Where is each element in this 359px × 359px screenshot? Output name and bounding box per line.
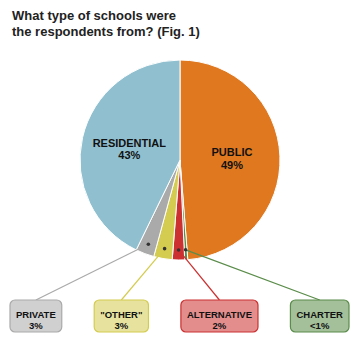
callout: PRIVATE3%	[10, 242, 150, 332]
label-name: ALTERNATIVE	[187, 309, 252, 320]
callout-leader	[179, 250, 220, 300]
label-name: CHARTER	[296, 309, 343, 320]
callout-dot	[147, 242, 151, 246]
slice	[180, 60, 280, 260]
callout-box	[10, 300, 62, 332]
label-value: 43%	[118, 149, 140, 161]
title-line: the respondents from? (Fig. 1)	[12, 24, 200, 39]
title: What type of schools werethe respondents…	[12, 8, 200, 39]
callout-dot	[177, 248, 181, 252]
chart: What type of schools werethe respondents…	[0, 0, 359, 359]
label-name: RESIDENTIAL	[93, 137, 167, 149]
callout-dot	[163, 247, 167, 251]
callout: ALTERNATIVE2%	[177, 248, 258, 332]
label-value: 3%	[29, 320, 43, 331]
data-label: CHARTER<1%	[296, 309, 343, 331]
labels: PUBLIC49%RESIDENTIAL43%PRIVATE3%"OTHER"3…	[10, 137, 349, 332]
label-name: "OTHER"	[100, 309, 142, 320]
callout-box	[181, 300, 258, 332]
label-value: <1%	[310, 320, 330, 331]
data-label: PUBLIC49%	[211, 146, 252, 171]
label-name: PUBLIC	[211, 146, 252, 158]
label-value: 2%	[213, 320, 227, 331]
slices	[80, 60, 280, 260]
callout: CHARTER<1%	[184, 248, 349, 332]
data-label: RESIDENTIAL43%	[93, 137, 167, 162]
label-value: 3%	[114, 320, 128, 331]
callout-dot	[184, 248, 188, 252]
callout-leader	[36, 244, 148, 300]
label-value: 49%	[221, 159, 243, 171]
data-label: PRIVATE3%	[16, 309, 56, 331]
title-line: What type of schools were	[12, 8, 176, 23]
label-name: PRIVATE	[16, 309, 56, 320]
slice	[80, 60, 180, 250]
data-label: "OTHER"3%	[100, 309, 142, 331]
callout: "OTHER"3%	[94, 247, 166, 332]
callout-box	[94, 300, 148, 332]
callout-leader	[121, 249, 164, 300]
callout-leader	[186, 250, 320, 300]
data-label: ALTERNATIVE2%	[187, 309, 252, 331]
callout-box	[290, 300, 349, 332]
